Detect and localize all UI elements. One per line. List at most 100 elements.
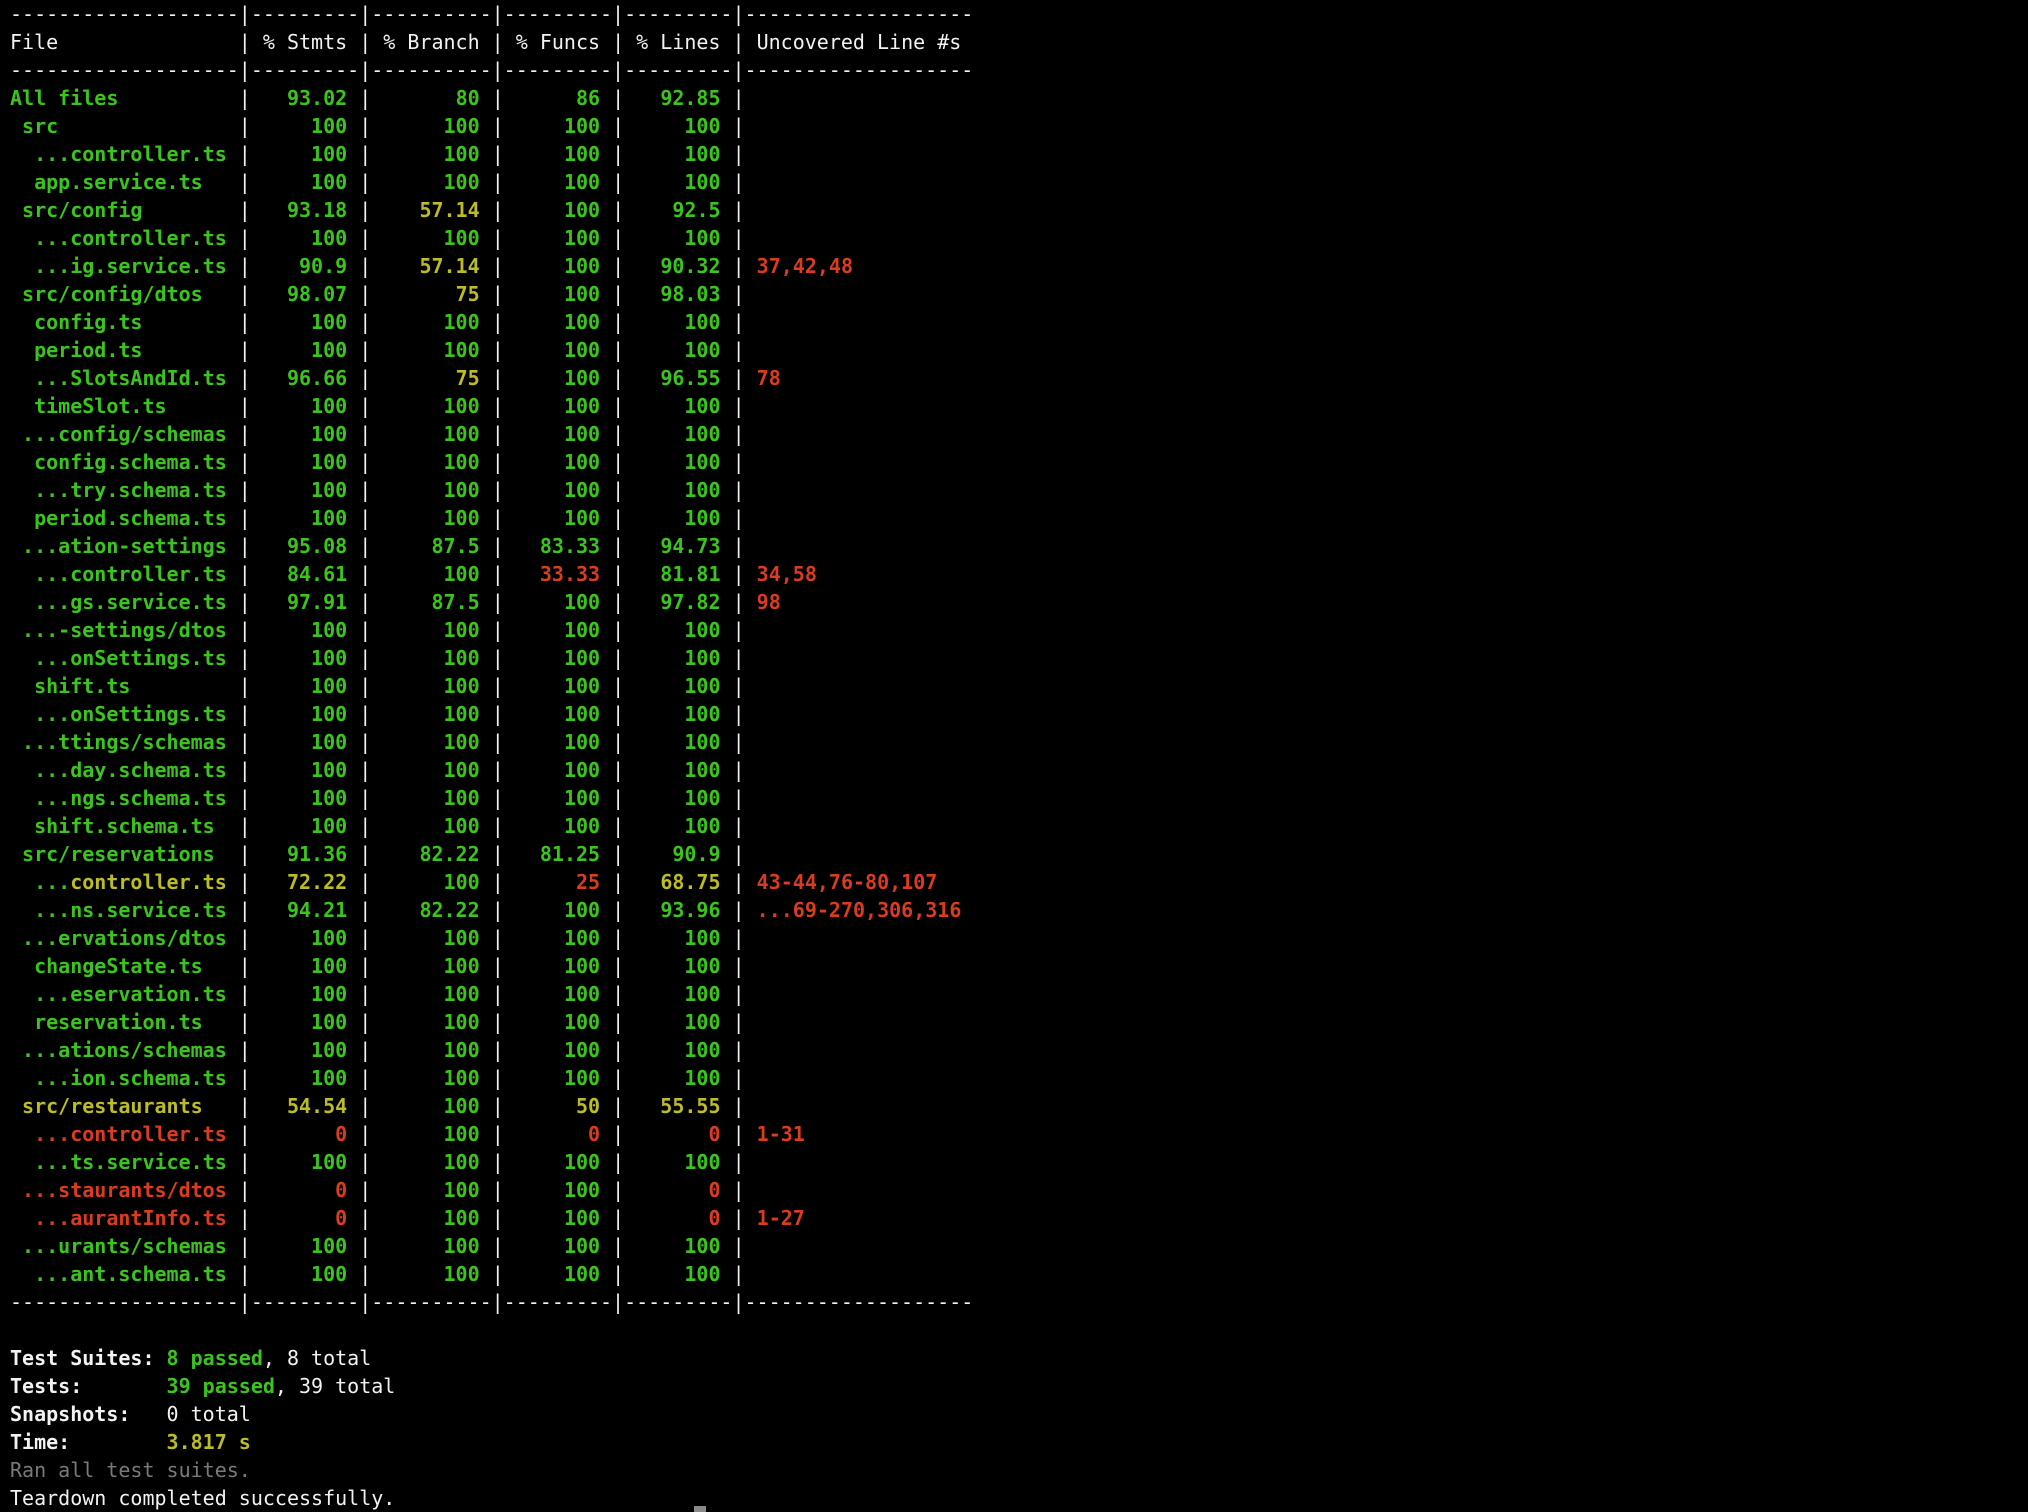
- column-separator: |: [732, 870, 745, 894]
- padding: [504, 1066, 564, 1090]
- branch-value: 87.5: [431, 534, 480, 558]
- padding: [371, 450, 443, 474]
- column-separator: |: [359, 30, 372, 54]
- padding: [600, 758, 612, 782]
- padding: [371, 618, 443, 642]
- column-separator: |: [359, 366, 372, 390]
- padding: [624, 1234, 684, 1258]
- lines-value: 100: [684, 702, 721, 726]
- padding: [347, 506, 359, 530]
- file-name: ...ngs.schema.ts: [10, 786, 239, 810]
- padding: [371, 1150, 443, 1174]
- padding: [371, 338, 443, 362]
- padding: [721, 982, 733, 1006]
- funcs-value: 100: [563, 1206, 601, 1230]
- padding: [600, 422, 612, 446]
- lines-value: 55.55: [660, 1094, 721, 1118]
- column-separator: |: [732, 646, 745, 670]
- funcs-value: 100: [563, 1178, 601, 1202]
- padding: [371, 730, 443, 754]
- column-separator: |: [612, 198, 625, 222]
- column-separator: |: [359, 1206, 372, 1230]
- branch-value: 100: [443, 506, 480, 530]
- coverage-rows: All files | 93.02 | 80 | 86 | 92.85 | sr…: [10, 84, 973, 1288]
- padding: [347, 1234, 359, 1258]
- funcs-value: 100: [563, 674, 601, 698]
- padding: [721, 954, 733, 978]
- padding: [721, 1122, 733, 1146]
- table-row: src/config | 93.18 | 57.14 | 100 | 92.5 …: [10, 196, 973, 224]
- lines-value: 100: [684, 814, 721, 838]
- padding: [347, 450, 359, 474]
- padding: [600, 394, 612, 418]
- column-separator: |: [238, 394, 251, 418]
- column-separator: |: [612, 1094, 625, 1118]
- padding: [624, 1206, 708, 1230]
- column-separator: |: [359, 562, 372, 586]
- branch-value: 100: [443, 226, 480, 250]
- padding: [251, 870, 287, 894]
- column-separator: |: [238, 814, 251, 838]
- column-separator: |: [359, 870, 372, 894]
- summary-label: Time:: [10, 1430, 71, 1454]
- branch-value: 100: [443, 1066, 480, 1090]
- column-separator: |: [491, 198, 504, 222]
- funcs-value: 100: [563, 1234, 601, 1258]
- padding: [624, 478, 684, 502]
- column-separator: |: [238, 478, 251, 502]
- padding: [721, 226, 733, 250]
- padding: [600, 254, 612, 278]
- padding: [347, 702, 359, 726]
- header-file: File: [10, 30, 239, 54]
- padding: [721, 1234, 733, 1258]
- padding: [480, 366, 492, 390]
- padding: [371, 590, 431, 614]
- column-separator: |: [238, 758, 251, 782]
- funcs-value: 100: [563, 730, 601, 754]
- funcs-value: 25: [576, 870, 601, 894]
- branch-value: 100: [443, 1122, 480, 1146]
- file-name: src/config: [10, 198, 239, 222]
- stmts-value: 72.22: [286, 870, 348, 894]
- column-separator: |: [732, 702, 745, 726]
- table-row: ...config/schemas | 100 | 100 | 100 | 10…: [10, 420, 973, 448]
- column-separator: |: [612, 982, 625, 1006]
- column-separator: |: [359, 1150, 372, 1174]
- branch-value: 100: [443, 954, 480, 978]
- padding: [347, 618, 359, 642]
- column-separator: |: [491, 730, 504, 754]
- column-separator: |: [359, 282, 372, 306]
- padding: [480, 954, 492, 978]
- branch-value: 100: [443, 422, 480, 446]
- column-separator: |: [612, 86, 625, 110]
- padding: [721, 1150, 733, 1174]
- padding: [600, 814, 612, 838]
- lines-value: 0: [708, 1206, 721, 1230]
- padding: [504, 1038, 564, 1062]
- padding: [504, 954, 564, 978]
- column-separator: |: [238, 282, 251, 306]
- padding: [480, 1094, 492, 1118]
- padding: [504, 898, 564, 922]
- column-separator: |: [612, 450, 625, 474]
- funcs-value: 81.25: [539, 842, 601, 866]
- column-separator: |: [359, 450, 372, 474]
- padding: [480, 1262, 492, 1286]
- column-separator: |: [612, 814, 625, 838]
- padding: [504, 450, 564, 474]
- column-separator: |: [732, 590, 745, 614]
- lines-value: 100: [684, 618, 721, 642]
- stmts-value: 93.18: [286, 198, 348, 222]
- lines-value: 92.85: [660, 86, 721, 110]
- branch-value: 100: [443, 114, 480, 138]
- stmts-value: 100: [311, 170, 348, 194]
- padding: [347, 842, 359, 866]
- padding: [251, 982, 311, 1006]
- branch-value: 100: [443, 730, 480, 754]
- padding: [251, 1010, 311, 1034]
- padding: [721, 898, 733, 922]
- padding: [347, 170, 359, 194]
- column-separator: |: [612, 1206, 625, 1230]
- file-name: ...config/schemas: [10, 422, 239, 446]
- padding: [371, 646, 443, 670]
